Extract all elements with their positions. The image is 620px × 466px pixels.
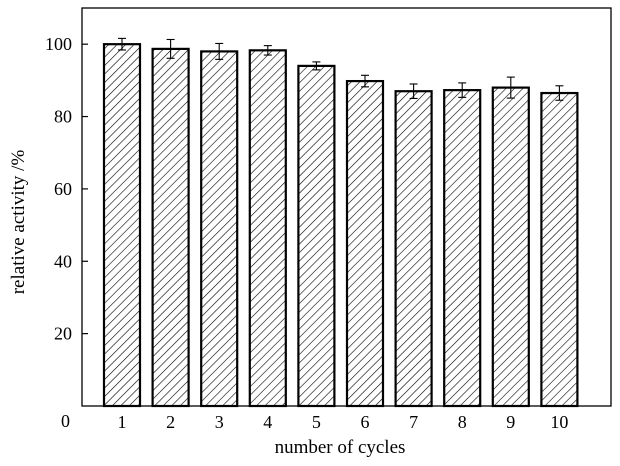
error-bar-cycle-8 bbox=[458, 82, 467, 98]
bar-cycle-5 bbox=[297, 64, 336, 408]
error-bars-group bbox=[118, 37, 564, 101]
error-bar-cycle-3 bbox=[215, 42, 224, 60]
bar-cycle-2 bbox=[151, 47, 190, 408]
error-bar-cycle-10 bbox=[555, 85, 564, 101]
x-tick-label-9: 9 bbox=[506, 412, 515, 432]
bar-cycle-9 bbox=[491, 86, 530, 408]
error-bar-cycle-6 bbox=[361, 74, 369, 88]
x-tick-label-7: 7 bbox=[409, 412, 418, 432]
bar-cycle-4 bbox=[248, 49, 287, 408]
bar-cycle-7 bbox=[394, 90, 433, 408]
y-tick-label-40: 40 bbox=[54, 251, 72, 271]
bar-cycle-8 bbox=[443, 89, 482, 408]
bars-group bbox=[102, 43, 579, 408]
bar-cycle-1 bbox=[102, 43, 142, 408]
y-tick-label-20: 20 bbox=[54, 324, 72, 344]
y-axis-label: relative activity /% bbox=[8, 150, 29, 295]
error-bar-cycle-1 bbox=[118, 37, 126, 51]
y-tick-label-60: 60 bbox=[54, 179, 72, 199]
error-bar-cycle-4 bbox=[263, 45, 272, 56]
error-bar-cycle-7 bbox=[409, 83, 418, 100]
origin-label: 0 bbox=[61, 411, 70, 431]
x-tick-label-8: 8 bbox=[458, 412, 467, 432]
y-tick-label-80: 80 bbox=[54, 107, 72, 127]
bar-cycle-3 bbox=[200, 50, 239, 408]
error-bar-cycle-5 bbox=[312, 61, 321, 71]
y-axis-ticks: 20 40 60 80 100 bbox=[45, 34, 88, 344]
error-bar-cycle-2 bbox=[166, 38, 175, 59]
x-tick-label-1: 1 bbox=[118, 412, 127, 432]
x-tick-label-10: 10 bbox=[550, 412, 568, 432]
bar-cycle-6 bbox=[345, 79, 385, 408]
y-tick-label-100: 100 bbox=[45, 34, 72, 54]
x-tick-labels: 1 2 3 4 5 6 7 8 9 10 bbox=[118, 412, 569, 432]
x-tick-label-3: 3 bbox=[215, 412, 224, 432]
x-tick-label-6: 6 bbox=[361, 412, 370, 432]
x-axis-label: number of cycles bbox=[275, 437, 406, 458]
bar-cycle-10 bbox=[540, 91, 579, 408]
x-tick-label-4: 4 bbox=[263, 412, 272, 432]
x-tick-label-5: 5 bbox=[312, 412, 321, 432]
error-bar-cycle-9 bbox=[506, 76, 515, 99]
x-tick-label-2: 2 bbox=[166, 412, 175, 432]
